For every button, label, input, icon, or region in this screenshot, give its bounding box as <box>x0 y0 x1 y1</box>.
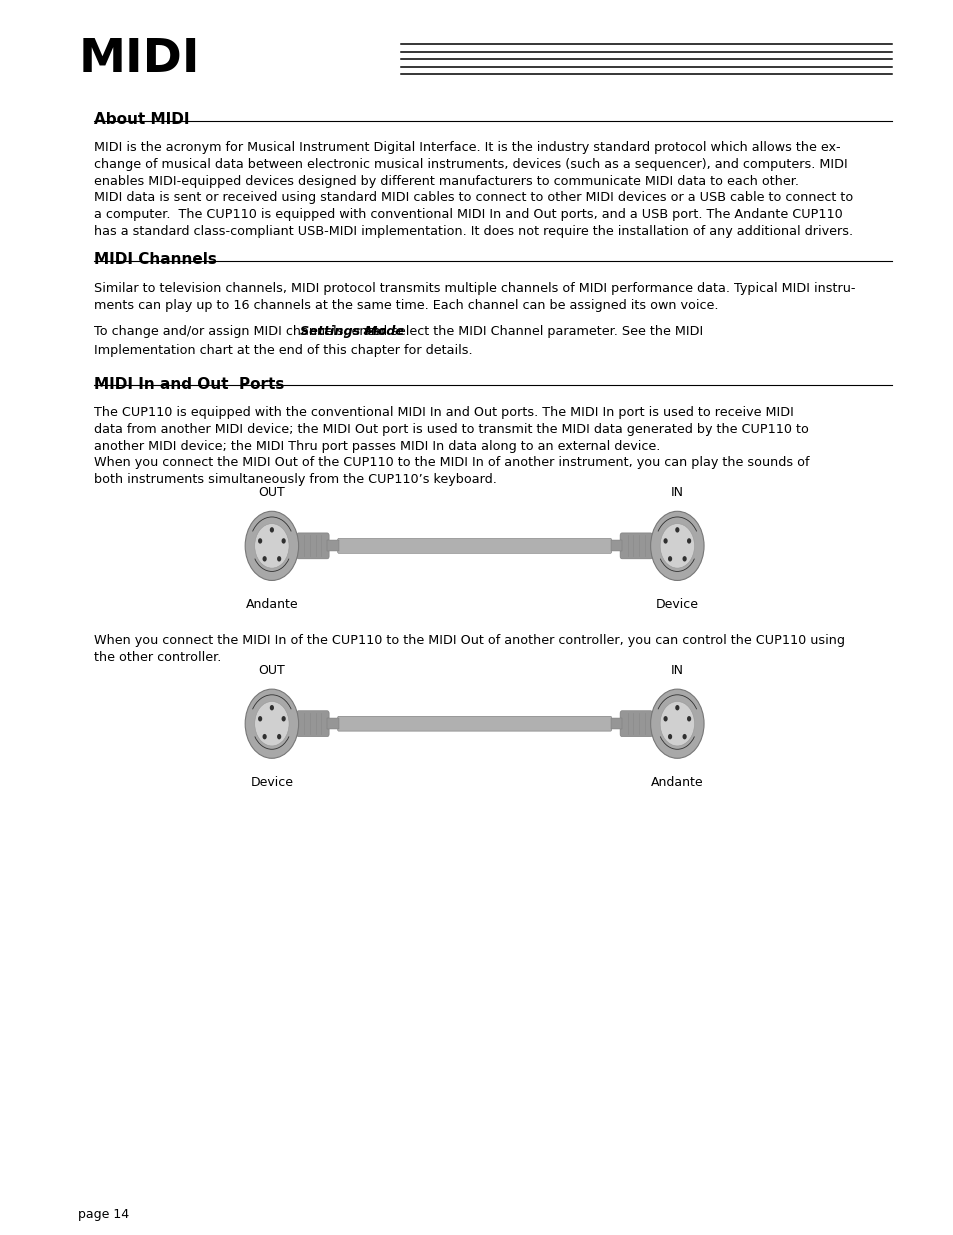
Text: When you connect the MIDI Out of the CUP110 to the MIDI In of another instrument: When you connect the MIDI Out of the CUP… <box>94 456 809 485</box>
Text: MIDI data is sent or received using standard MIDI cables to connect to other MID: MIDI data is sent or received using stan… <box>94 191 853 238</box>
Text: Device: Device <box>655 598 699 611</box>
Circle shape <box>686 716 691 721</box>
Circle shape <box>281 538 286 543</box>
Text: OUT: OUT <box>258 485 285 499</box>
FancyBboxPatch shape <box>619 532 652 558</box>
Circle shape <box>659 701 694 746</box>
Text: and select the MIDI Channel parameter. See the MIDI: and select the MIDI Channel parameter. S… <box>358 325 702 338</box>
Circle shape <box>254 524 289 568</box>
Circle shape <box>675 705 679 710</box>
Circle shape <box>281 716 286 721</box>
Text: OUT: OUT <box>258 663 285 677</box>
Circle shape <box>686 538 691 543</box>
Circle shape <box>245 511 298 580</box>
Text: Andante: Andante <box>650 776 703 789</box>
Circle shape <box>245 689 298 758</box>
Circle shape <box>662 716 667 721</box>
Circle shape <box>667 734 672 740</box>
Circle shape <box>257 538 262 543</box>
FancyBboxPatch shape <box>296 532 329 558</box>
Circle shape <box>681 734 686 740</box>
Text: Similar to television channels, MIDI protocol transmits multiple channels of MID: Similar to television channels, MIDI pro… <box>94 282 855 311</box>
Circle shape <box>276 734 281 740</box>
FancyBboxPatch shape <box>337 538 611 553</box>
Bar <box>610 540 621 551</box>
Circle shape <box>681 556 686 562</box>
Text: Device: Device <box>250 776 294 789</box>
Text: Andante: Andante <box>245 598 298 611</box>
Text: MIDI is the acronym for Musical Instrument Digital Interface. It is the industry: MIDI is the acronym for Musical Instrume… <box>94 141 847 188</box>
Bar <box>610 719 621 729</box>
Bar <box>327 540 338 551</box>
Circle shape <box>276 556 281 562</box>
Text: MIDI Channels: MIDI Channels <box>94 252 217 267</box>
Circle shape <box>659 524 694 568</box>
Circle shape <box>662 538 667 543</box>
Circle shape <box>262 556 267 562</box>
Text: About MIDI: About MIDI <box>94 112 190 127</box>
Text: IN: IN <box>670 485 683 499</box>
Text: IN: IN <box>670 663 683 677</box>
Text: Implementation chart at the end of this chapter for details.: Implementation chart at the end of this … <box>94 343 473 357</box>
Text: page 14: page 14 <box>78 1208 130 1221</box>
Circle shape <box>257 716 262 721</box>
FancyBboxPatch shape <box>619 711 652 736</box>
Bar <box>327 719 338 729</box>
Circle shape <box>667 556 672 562</box>
Circle shape <box>270 705 274 710</box>
Text: Settings Mode: Settings Mode <box>299 325 403 338</box>
FancyBboxPatch shape <box>296 711 329 736</box>
Text: The CUP110 is equipped with the conventional MIDI In and Out ports. The MIDI In : The CUP110 is equipped with the conventi… <box>94 406 808 453</box>
Circle shape <box>650 511 703 580</box>
Circle shape <box>270 527 274 532</box>
Circle shape <box>675 527 679 532</box>
Text: MIDI In and Out  Ports: MIDI In and Out Ports <box>94 377 285 391</box>
Text: When you connect the MIDI In of the CUP110 to the MIDI Out of another controller: When you connect the MIDI In of the CUP1… <box>94 634 844 663</box>
Circle shape <box>262 734 267 740</box>
Text: To change and/or assign MIDI channels, enter: To change and/or assign MIDI channels, e… <box>94 325 390 338</box>
Circle shape <box>650 689 703 758</box>
Text: MIDI: MIDI <box>78 37 199 82</box>
Circle shape <box>254 701 289 746</box>
FancyBboxPatch shape <box>337 716 611 731</box>
